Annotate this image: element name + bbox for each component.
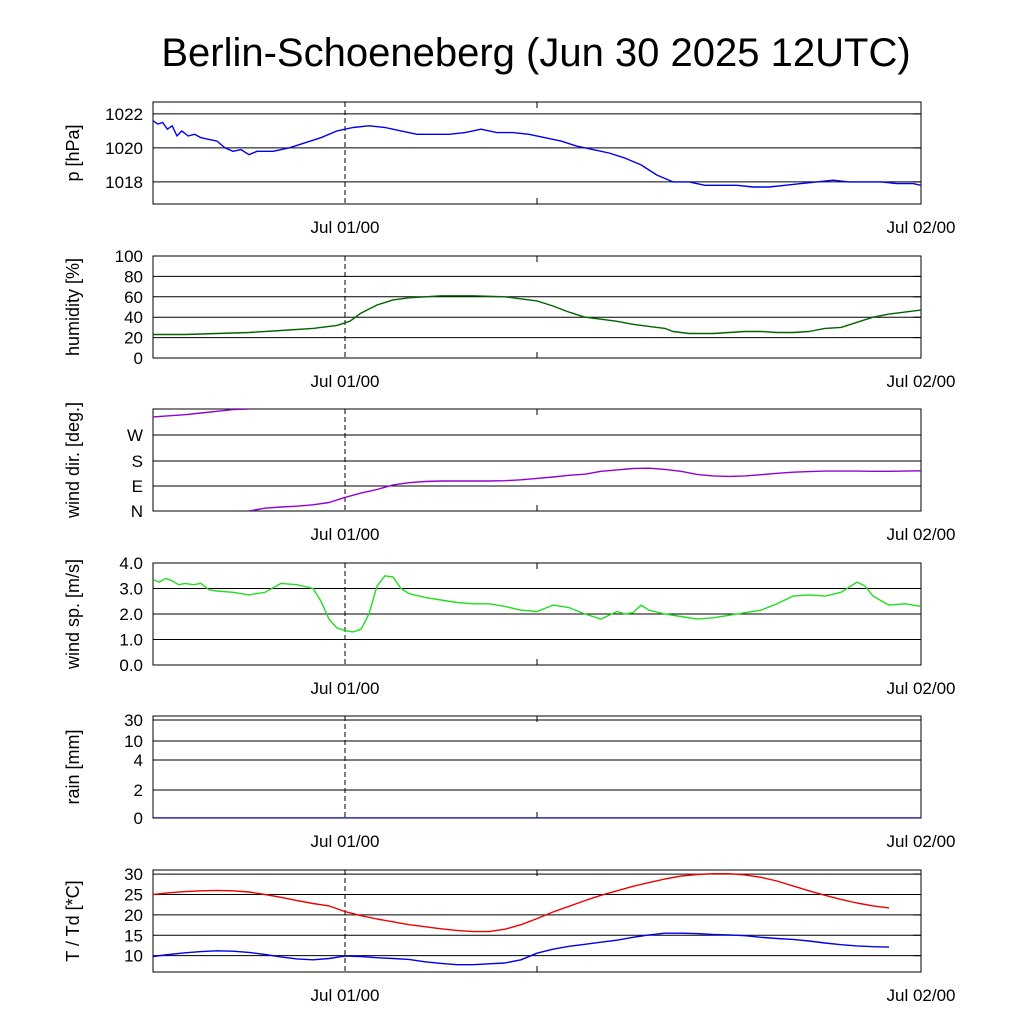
x-tick-label: Jul 01/00 (311, 372, 380, 391)
y-tick-label: 30 (124, 711, 143, 730)
panel-frame (152, 715, 922, 819)
y-tick-label: 1022 (105, 105, 143, 124)
panel-wind-speed: 0.0 1.0 2.0 3.0 4.0 Jul 01/00 Jul 02/00 wind sp… (63, 554, 956, 698)
y-axis-label: p [hPa] (63, 124, 83, 181)
x-tick-label: Jul 02/00 (887, 679, 956, 698)
series-line-temperature-0 (153, 873, 890, 933)
y-tick-label: 1018 (105, 173, 143, 192)
x-tick-label: Jul 01/00 (311, 832, 380, 851)
x-tick-label: Jul 01/00 (311, 218, 380, 237)
y-tick-label: 1.0 (119, 631, 143, 650)
y-tick-label: 40 (124, 308, 143, 327)
x-tick-label: Jul 02/00 (887, 832, 956, 851)
y-axis-label: T / Td [*C] (63, 880, 83, 961)
x-tick-label: Jul 02/00 (887, 218, 956, 237)
y-tick-label: 25 (124, 885, 143, 904)
series-line-wind-direction-0 (153, 409, 250, 418)
y-tick-label: 80 (124, 267, 143, 286)
series-line-wind-speed-0 (153, 575, 921, 633)
y-tick-label: 2 (134, 781, 143, 800)
x-tick-label: Jul 02/00 (887, 372, 956, 391)
x-tick-label: Jul 02/00 (887, 525, 956, 544)
y-axis-label: humidity [%] (63, 258, 83, 356)
chart-title: Berlin-Schoeneberg (Jun 30 2025 12UTC) (161, 31, 910, 75)
y-tick-label: 0 (134, 349, 143, 368)
y-tick-label: 2.0 (119, 605, 143, 624)
y-axis-label: wind dir. [deg.] (63, 402, 83, 519)
series-line-temperature-1 (153, 932, 890, 966)
panel-frame (152, 255, 922, 359)
series-line-wind-direction-1 (248, 467, 921, 511)
series-line-humidity-0 (153, 295, 921, 336)
y-axis-label: rain [mm] (63, 729, 83, 804)
series-line-pressure-0 (153, 120, 921, 188)
x-tick-label: Jul 01/00 (311, 525, 380, 544)
y-tick-label: 4.0 (119, 554, 143, 573)
panel-frame (152, 408, 922, 512)
y-tick-label: 0.0 (119, 656, 143, 675)
y-tick-label: 60 (124, 288, 143, 307)
y-tick-label: N (131, 502, 143, 521)
y-tick-label: 1020 (105, 139, 143, 158)
y-tick-label: S (132, 452, 143, 471)
panel-pressure: 1018 1020 1022 Jul 01/00 Jul 02/00 p [hPa] (63, 101, 956, 237)
y-tick-label: 20 (124, 906, 143, 925)
panel-rain: 0 2 410 30 Jul 01/00 Jul 02/00 rain [mm] (63, 711, 956, 851)
x-tick-label: Jul 02/00 (887, 986, 956, 1005)
y-tick-label: 0 (134, 809, 143, 828)
y-tick-label: 20 (124, 329, 143, 348)
y-tick-label: 100 (115, 247, 143, 266)
y-tick-label: W (127, 426, 143, 445)
panel-frame (152, 869, 922, 973)
x-tick-label: Jul 01/00 (311, 679, 380, 698)
y-tick-label: E (132, 477, 143, 496)
y-tick-label: 10 (124, 732, 143, 751)
y-tick-label: 3.0 (119, 580, 143, 599)
y-tick-label: 15 (124, 926, 143, 945)
y-tick-label: 4 (134, 751, 143, 770)
y-tick-label: 10 (124, 947, 143, 966)
y-axis-label: wind sp. [m/s] (63, 559, 83, 670)
panel-frame (152, 101, 922, 205)
x-tick-label: Jul 01/00 (311, 986, 380, 1005)
y-tick-label: 30 (124, 865, 143, 884)
